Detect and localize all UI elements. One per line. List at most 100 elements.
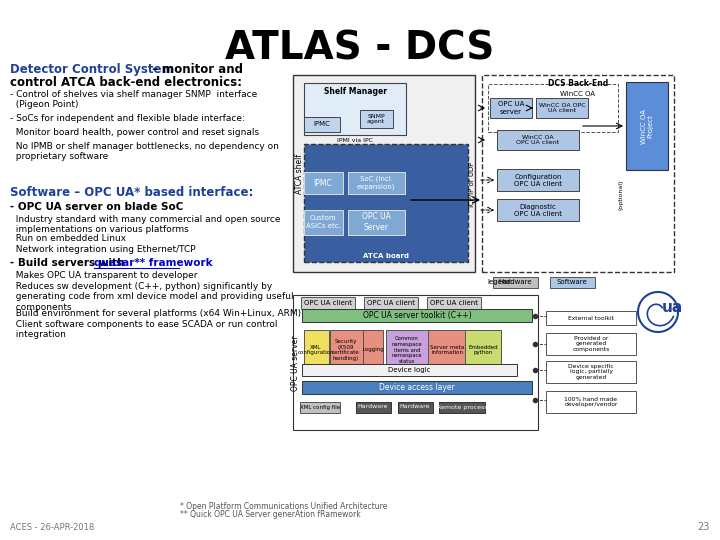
Text: Device specific
logic, partially
generated: Device specific logic, partially generat… [568, 364, 614, 380]
Bar [385, 330, 428, 370]
Text: ** Quick OPC UA Server generAtion fRamework: ** Quick OPC UA Server generAtion fRamew… [180, 510, 361, 519]
Text: IPMC: IPMC [314, 121, 330, 127]
Text: OPC UA server toolkit (C++): OPC UA server toolkit (C++) [363, 311, 472, 320]
Bar [348, 172, 405, 194]
Text: XML
configuration: XML configuration [297, 345, 334, 355]
Text: IPMC: IPMC [314, 179, 333, 187]
Bar [304, 83, 406, 135]
Text: Common
namespace
items and
namespace
status: Common namespace items and namespace sta… [392, 336, 423, 364]
Bar [348, 210, 405, 234]
Bar [497, 130, 579, 150]
Text: OPC UA client: OPC UA client [304, 300, 352, 306]
Text: OPC UA client: OPC UA client [367, 300, 415, 306]
Bar [304, 144, 468, 262]
Bar [536, 98, 588, 118]
Text: Configuration
OPC UA client: Configuration OPC UA client [514, 173, 562, 186]
Text: Industry standard with many commercial and open source
  implementations on vari: Industry standard with many commercial a… [10, 215, 281, 234]
Text: IPMI via IPC: IPMI via IPC [337, 138, 373, 143]
Text: Software: Software [557, 279, 588, 285]
Bar [427, 297, 481, 309]
Text: XML config file: XML config file [300, 404, 340, 409]
Text: Hardware: Hardware [400, 404, 431, 409]
Bar [546, 311, 636, 325]
Bar [490, 98, 532, 118]
Text: Security
(X509
certificate
handling): Security (X509 certificate handling) [332, 339, 360, 361]
Text: Embedded
python: Embedded python [468, 345, 498, 355]
Text: Device access layer: Device access layer [379, 383, 455, 392]
Bar [293, 295, 538, 430]
Text: TCP/IP or UDP: TCP/IP or UDP [469, 161, 475, 208]
Text: control ATCA back-end electronics:: control ATCA back-end electronics: [10, 76, 242, 89]
Bar [546, 361, 636, 383]
Text: ua: ua [662, 300, 683, 315]
Text: Client software components to ease SCADA or run control
  integration: Client software components to ease SCADA… [10, 320, 277, 340]
Bar [497, 199, 579, 221]
Text: * Open Platform Communications Unified Architecture: * Open Platform Communications Unified A… [180, 502, 387, 511]
Bar [428, 330, 466, 370]
Bar [626, 82, 668, 170]
Text: Reduces sw development (C++, python) significantly by
  generating code from xml: Reduces sw development (C++, python) sig… [10, 282, 294, 312]
Bar [330, 330, 362, 370]
Text: ATCA board: ATCA board [363, 253, 409, 259]
Text: 100% hand made
developer/vendor: 100% hand made developer/vendor [564, 396, 618, 407]
Bar [439, 402, 485, 413]
Bar [300, 402, 340, 413]
Bar [397, 402, 433, 413]
Text: Provided or
generated
components: Provided or generated components [572, 336, 610, 352]
Bar [363, 330, 383, 370]
Text: ATCA shelf: ATCA shelf [294, 153, 304, 193]
Bar [546, 333, 636, 355]
Bar [301, 297, 355, 309]
Bar [546, 391, 636, 413]
Text: DCS Back-End: DCS Back-End [548, 78, 608, 87]
Text: ATLAS - DCS: ATLAS - DCS [225, 30, 495, 68]
Text: OPC UA server: OPC UA server [290, 335, 300, 391]
Text: Diagnostic
OPC UA client: Diagnostic OPC UA client [514, 204, 562, 217]
Text: Makes OPC UA transparent to developer: Makes OPC UA transparent to developer [10, 271, 197, 280]
Text: – monitor and: – monitor and [148, 63, 243, 76]
Text: Monitor board health, power control and reset signals: Monitor board health, power control and … [10, 128, 259, 137]
Bar [356, 402, 390, 413]
Bar [465, 330, 501, 370]
Text: Software – OPC UA* based interface:: Software – OPC UA* based interface: [10, 186, 253, 199]
Bar [488, 84, 618, 132]
Text: SNMP
agent: SNMP agent [367, 113, 385, 124]
Text: Detector Control System: Detector Control System [10, 63, 174, 76]
Bar [302, 309, 532, 322]
Text: Shelf Manager: Shelf Manager [323, 86, 387, 96]
Bar [359, 110, 392, 128]
Text: Server meta
information: Server meta information [430, 345, 464, 355]
Text: ACES - 26-APR-2018: ACES - 26-APR-2018 [10, 523, 94, 532]
Text: WinCC OA
OPC UA client: WinCC OA OPC UA client [516, 134, 559, 145]
Text: Hardware: Hardware [358, 404, 388, 409]
Bar [497, 169, 579, 191]
Bar [304, 210, 343, 234]
Text: WinCC OA
Project: WinCC OA Project [641, 109, 654, 144]
Text: - Control of shelves via shelf manager SNMP  interface
  (Pigeon Point): - Control of shelves via shelf manager S… [10, 90, 257, 110]
Bar [549, 276, 595, 287]
Text: - OPC UA server on blade SoC: - OPC UA server on blade SoC [10, 202, 184, 212]
Text: SoC (incl.
expansion): SoC (incl. expansion) [356, 176, 395, 190]
Text: Run on embedded Linux: Run on embedded Linux [10, 234, 126, 243]
Bar [482, 75, 674, 272]
Bar [492, 276, 538, 287]
Text: legend:: legend: [487, 279, 513, 285]
Bar [364, 297, 418, 309]
Bar [302, 364, 517, 376]
Text: - Build servers with: - Build servers with [10, 258, 128, 268]
Bar [304, 117, 340, 132]
Bar [304, 330, 328, 370]
Text: Build environment for several platforms (x64 Win+Linux, ARM): Build environment for several platforms … [10, 309, 301, 318]
Text: Remote process: Remote process [437, 404, 487, 409]
Text: External toolkit: External toolkit [568, 315, 614, 321]
Text: OPC UA
Server: OPC UA Server [361, 212, 390, 232]
Text: WinCC OA OPC
UA client: WinCC OA OPC UA client [539, 103, 585, 113]
Bar [304, 172, 343, 194]
Text: quasar** framework: quasar** framework [94, 258, 212, 268]
Bar [293, 75, 475, 272]
Text: Network integration using Ethernet/TCP: Network integration using Ethernet/TCP [10, 245, 196, 254]
Text: WinCC OA: WinCC OA [560, 91, 595, 97]
Text: Custom
ASICs etc.: Custom ASICs etc. [305, 215, 341, 228]
Bar [302, 381, 532, 394]
Text: OPC UA client: OPC UA client [430, 300, 478, 306]
